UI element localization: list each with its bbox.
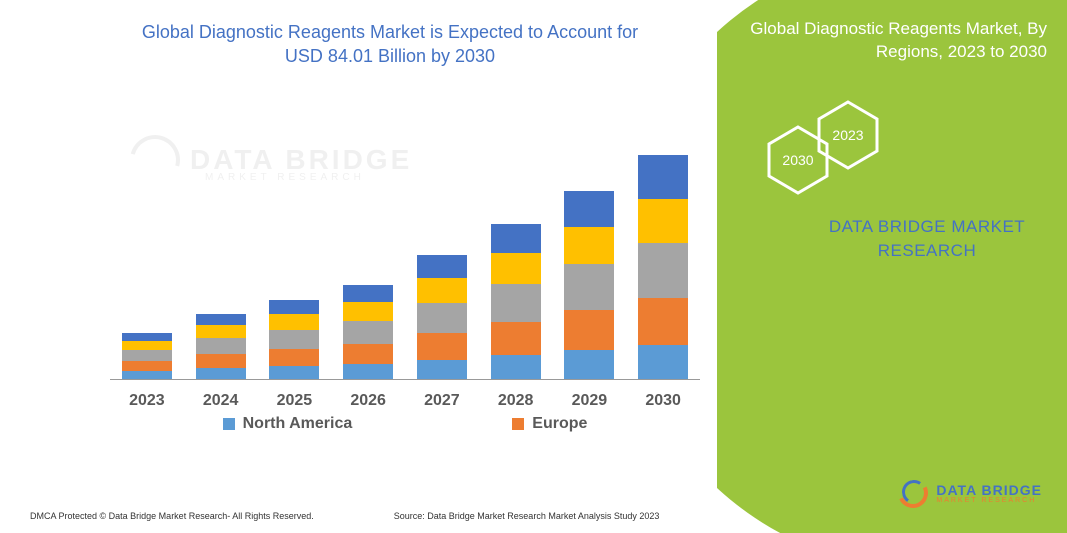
logo-icon	[898, 478, 928, 508]
bar-seg-eu	[638, 298, 688, 345]
bar-seg-na	[122, 371, 172, 379]
bar-2028	[491, 224, 541, 379]
x-axis-labels: 2023 2024 2025 2026 2027 2028 2029 2030	[110, 392, 700, 410]
bar-seg-s5	[122, 333, 172, 341]
bar-seg-s3	[122, 350, 172, 361]
legend-swatch-eu	[512, 418, 524, 430]
bar-seg-eu	[343, 344, 393, 364]
bar-seg-s5	[343, 285, 393, 302]
left-panel: Global Diagnostic Reagents Market is Exp…	[0, 0, 760, 533]
legend-label-na: North America	[243, 415, 353, 433]
bars-container	[110, 120, 700, 380]
bar-seg-s5	[491, 224, 541, 253]
bar-seg-na	[417, 360, 467, 379]
chart-title-line1: Global Diagnostic Reagents Market is Exp…	[142, 22, 638, 42]
logo-line1: DATA BRIDGE	[936, 483, 1042, 497]
bar-2024	[196, 314, 246, 379]
x-label-2024: 2024	[196, 392, 246, 410]
bar-seg-s4	[343, 302, 393, 321]
legend-swatch-na	[223, 418, 235, 430]
bar-seg-eu	[564, 310, 614, 350]
bar-seg-na	[491, 355, 541, 379]
bar-seg-s3	[343, 321, 393, 344]
right-title: Global Diagnostic Reagents Market, By Re…	[747, 18, 1047, 64]
bar-seg-eu	[269, 349, 319, 366]
bar-seg-s5	[417, 255, 467, 278]
bar-seg-s4	[491, 253, 541, 284]
x-label-2029: 2029	[564, 392, 614, 410]
bar-seg-s3	[417, 303, 467, 333]
bar-seg-eu	[417, 333, 467, 360]
legend-label-eu: Europe	[532, 415, 587, 433]
brand-text: DATA BRIDGE MARKET RESEARCH	[812, 215, 1042, 263]
logo-line2: MARKET RESEARCH	[936, 497, 1042, 504]
x-label-2028: 2028	[491, 392, 541, 410]
green-background-shape	[717, 0, 1067, 533]
bar-seg-s4	[417, 278, 467, 303]
hexagon-2023-label: 2023	[832, 127, 863, 143]
hexagon-2023: 2023	[817, 100, 879, 170]
bar-seg-s4	[196, 325, 246, 338]
bar-seg-eu	[122, 361, 172, 371]
bar-2027	[417, 255, 467, 379]
bar-seg-na	[564, 350, 614, 379]
x-label-2026: 2026	[343, 392, 393, 410]
bar-2029	[564, 191, 614, 379]
x-label-2025: 2025	[269, 392, 319, 410]
chart-area: 2023 2024 2025 2026 2027 2028 2029 2030	[110, 120, 700, 410]
legend-item-eu: Europe	[512, 415, 587, 433]
bar-2025	[269, 300, 319, 379]
bar-seg-eu	[491, 322, 541, 355]
bar-seg-s3	[196, 338, 246, 354]
bar-seg-s5	[196, 314, 246, 325]
chart-title: Global Diagnostic Reagents Market is Exp…	[0, 0, 760, 69]
bar-seg-s3	[269, 330, 319, 349]
bar-seg-eu	[196, 354, 246, 368]
footer-copyright: DMCA Protected © Data Bridge Market Rese…	[30, 511, 314, 521]
chart-title-line2: USD 84.01 Billion by 2030	[285, 46, 495, 66]
bar-seg-s4	[269, 314, 319, 330]
bar-seg-s4	[564, 227, 614, 264]
bar-2030	[638, 155, 688, 379]
bar-seg-s3	[638, 243, 688, 298]
x-label-2030: 2030	[638, 392, 688, 410]
bar-seg-s5	[638, 155, 688, 199]
bar-seg-na	[269, 366, 319, 379]
right-panel: Global Diagnostic Reagents Market, By Re…	[717, 0, 1067, 533]
bar-seg-s4	[122, 341, 172, 350]
bar-seg-na	[343, 364, 393, 379]
bar-2023	[122, 333, 172, 379]
footer: DMCA Protected © Data Bridge Market Rese…	[30, 511, 730, 521]
legend: North America Europe	[110, 415, 700, 433]
x-label-2023: 2023	[122, 392, 172, 410]
bar-seg-s5	[564, 191, 614, 227]
logo-text: DATA BRIDGE MARKET RESEARCH	[936, 483, 1042, 504]
x-label-2027: 2027	[417, 392, 467, 410]
bar-seg-na	[638, 345, 688, 379]
bar-seg-s3	[564, 264, 614, 310]
hexagon-2030-label: 2030	[782, 152, 813, 168]
logo-bottom-right: DATA BRIDGE MARKET RESEARCH	[898, 478, 1042, 508]
bar-seg-na	[196, 368, 246, 379]
bar-seg-s3	[491, 284, 541, 322]
bar-2026	[343, 285, 393, 379]
bar-seg-s4	[638, 199, 688, 243]
legend-item-na: North America	[223, 415, 353, 433]
bar-seg-s5	[269, 300, 319, 314]
footer-source: Source: Data Bridge Market Research Mark…	[394, 511, 660, 521]
